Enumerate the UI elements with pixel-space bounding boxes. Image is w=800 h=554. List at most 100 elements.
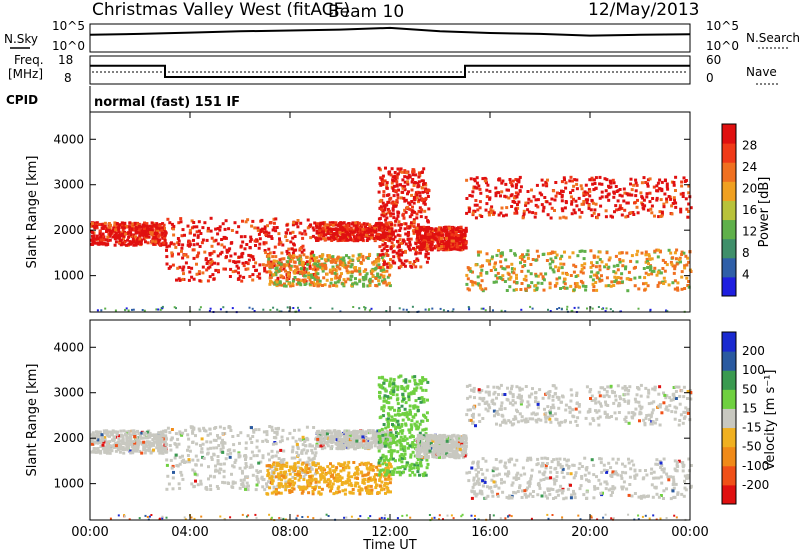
echo-mark [169,458,173,462]
echo-mark [103,449,107,453]
echo-mark [361,258,365,262]
echo-mark [311,267,315,271]
ground-scatter-mark [368,309,371,312]
echo-mark [347,261,351,265]
echo-mark [356,481,360,485]
echo-mark [145,448,149,452]
echo-mark [426,220,430,224]
echo-mark [131,237,135,241]
echo-mark [120,225,124,229]
echo-mark [406,232,410,236]
echo-mark [433,232,437,236]
echo-mark [255,439,259,443]
echo-mark [524,203,528,207]
echo-mark [160,432,164,436]
echo-mark [614,204,618,208]
echo-mark [409,264,413,268]
echo-mark [656,181,660,185]
echo-mark [503,267,507,271]
echo-mark [487,210,491,214]
echo-mark [309,254,313,258]
echo-mark [278,440,282,444]
echo-mark [188,244,191,248]
echo-mark [130,227,134,231]
echo-mark [194,479,197,483]
echo-mark [415,257,419,261]
echo-mark [274,267,278,271]
echo-mark [208,265,212,269]
echo-mark [636,249,640,253]
power-colorbar-title: Power [dB] [757,177,772,248]
echo-mark [280,251,284,255]
echo-mark [477,253,481,257]
echo-mark [315,256,319,260]
echo-mark [282,257,286,261]
echo-mark [467,210,471,214]
echo-mark [341,261,345,265]
echo-mark [293,264,297,268]
echo-mark [478,284,482,288]
echo-mark [425,244,429,248]
echo-mark [280,283,284,287]
echo-mark [244,441,248,445]
echo-mark [338,478,341,482]
echo-mark [312,461,316,465]
echo-mark [686,256,690,260]
echo-mark [613,210,616,214]
echo-mark [246,488,250,492]
echo-mark [521,216,525,220]
echo-mark [342,256,346,260]
echo-mark [389,214,393,218]
echo-mark [554,256,558,260]
echo-mark [305,255,309,259]
echo-mark [142,448,146,452]
echo-mark [392,204,396,208]
echo-mark [335,490,338,494]
echo-mark [311,250,314,254]
echo-mark [373,267,377,271]
echo-mark [554,181,558,184]
echo-mark [284,484,288,488]
echo-mark [351,232,355,236]
echo-mark [428,247,432,251]
echo-mark [578,215,582,219]
echo-mark [331,223,335,227]
echo-mark [385,216,389,220]
echo-mark [192,485,196,489]
echo-mark [465,197,469,200]
echo-mark [634,181,638,185]
echo-mark [582,200,586,203]
echo-mark [144,234,148,238]
echo-mark [510,262,514,266]
echo-mark [268,282,272,286]
echo-mark [354,277,357,281]
echo-mark [584,285,588,288]
echo-mark [341,466,345,470]
echo-mark [383,233,387,237]
echo-mark [106,235,110,239]
echo-mark [257,461,261,465]
ground-scatter-mark [209,307,212,310]
echo-mark [580,267,584,271]
echo-mark [267,247,271,251]
ground-scatter-mark [364,306,367,309]
echo-mark [447,243,451,247]
echo-mark [392,203,396,206]
echo-mark [685,207,689,211]
echo-mark [212,475,216,479]
echo-mark [509,275,513,279]
ground-scatter-mark [571,309,574,312]
echo-mark [575,182,579,186]
echo-mark [598,258,602,261]
echo-mark [312,487,316,491]
echo-mark [155,231,159,235]
echo-mark [355,233,359,237]
echo-mark [200,437,204,441]
echo-mark [98,229,102,233]
echo-mark [574,285,578,289]
echo-mark [187,266,191,269]
echo-mark [413,198,417,201]
echo-mark [358,255,361,259]
echo-mark [504,195,508,199]
echo-mark [430,235,434,239]
